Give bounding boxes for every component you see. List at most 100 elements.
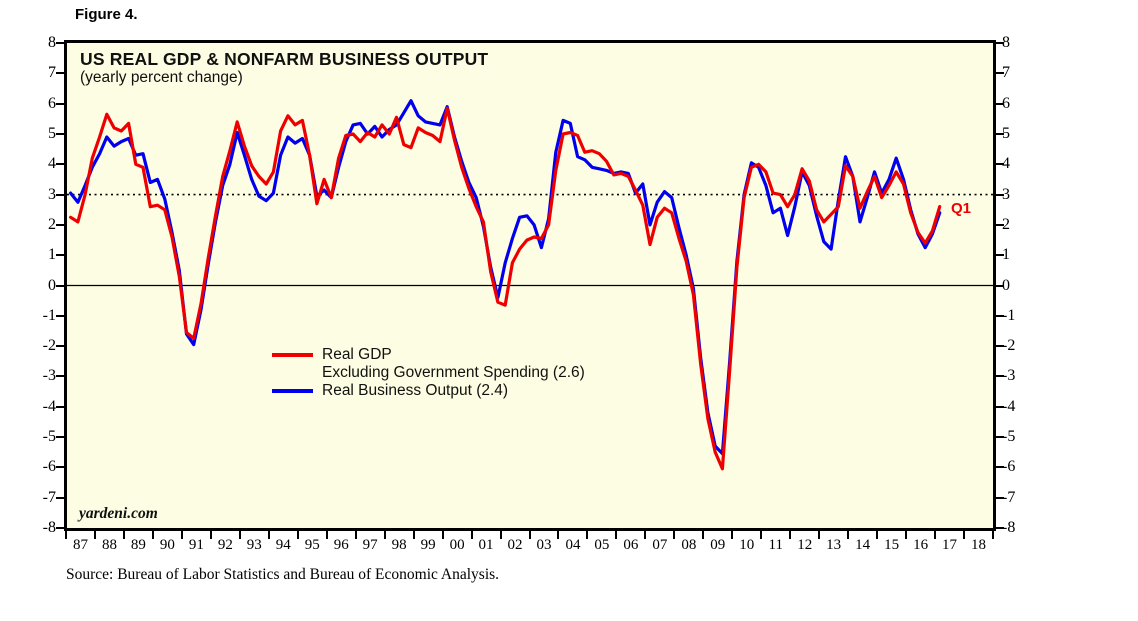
x-tick-label: 04 — [565, 537, 581, 553]
x-tick-label: 93 — [246, 537, 262, 553]
y-tick-label-right: 4 — [1002, 155, 1010, 173]
x-tick — [65, 531, 67, 539]
x-tick-label: 96 — [333, 537, 349, 553]
y-tick-right — [996, 375, 1004, 378]
x-tick — [209, 531, 212, 539]
y-tick-label-left: 3 — [48, 185, 56, 203]
y-tick-label-left: 2 — [48, 215, 56, 233]
x-tick — [673, 531, 676, 539]
y-tick-right — [996, 466, 1004, 469]
x-tick — [151, 531, 154, 539]
y-tick-left — [56, 496, 64, 499]
y-tick-left — [56, 193, 64, 196]
x-tick-label: 08 — [681, 537, 697, 553]
x-tick-label: 11 — [768, 537, 783, 553]
x-tick-label: 94 — [275, 537, 291, 553]
y-tick-label-left: 8 — [48, 34, 56, 52]
y-tick-left — [56, 223, 64, 226]
x-tick-label: 16 — [913, 537, 929, 553]
x-tick-label: 98 — [391, 537, 407, 553]
watermark: yardeni.com — [79, 505, 158, 522]
x-tick — [818, 531, 821, 539]
x-tick — [354, 531, 357, 539]
x-tick-label: 13 — [826, 537, 842, 553]
y-tick-label-right: 0 — [1002, 276, 1010, 294]
y-tick-left — [56, 42, 64, 45]
y-tick-label-right: -2 — [1002, 337, 1016, 355]
y-tick-right — [996, 102, 1004, 105]
y-tick-label-left: -7 — [42, 488, 56, 506]
y-tick-label-left: 6 — [48, 94, 56, 112]
y-tick-label-right: 7 — [1002, 64, 1010, 82]
x-tick-label: 12 — [797, 537, 813, 553]
x-tick-label: 10 — [739, 537, 755, 553]
y-tick-label-left: 0 — [48, 276, 56, 294]
y-tick-label-right: -8 — [1002, 518, 1016, 536]
y-tick-label-left: -2 — [42, 337, 56, 355]
y-tick-label-right: -3 — [1002, 367, 1016, 385]
x-tick — [992, 531, 994, 539]
x-tick — [905, 531, 908, 539]
y-tick-label-left: -8 — [42, 518, 56, 536]
x-tick-label: 01 — [478, 537, 494, 553]
x-tick — [557, 531, 560, 539]
legend-label-excluding-gov: Excluding Government Spending (2.6) — [322, 364, 585, 381]
x-tick — [499, 531, 502, 539]
x-tick — [470, 531, 473, 539]
x-tick-label: 99 — [420, 537, 436, 553]
y-tick-label-right: -5 — [1002, 428, 1016, 445]
y-tick-left — [56, 254, 64, 257]
x-tick-label: 18 — [971, 537, 987, 553]
source-note: Source: Bureau of Labor Statistics and B… — [66, 566, 500, 583]
y-tick-label-left: -4 — [42, 397, 56, 415]
y-tick-label-left: -3 — [42, 367, 56, 385]
y-tick-left — [56, 284, 64, 287]
y-tick-left — [56, 466, 64, 469]
y-tick-right — [996, 345, 1004, 348]
y-tick-right — [996, 405, 1004, 408]
plot-lines — [67, 99, 993, 471]
y-tick-label-right: 6 — [1002, 94, 1010, 112]
y-tick-right — [996, 223, 1004, 226]
x-tick — [180, 531, 183, 539]
y-tick-label-right: 2 — [1002, 215, 1010, 233]
y-tick-left — [56, 314, 64, 317]
x-tick-label: 89 — [130, 537, 146, 553]
x-tick — [731, 531, 734, 539]
y-tick-label-right: 1 — [1002, 246, 1010, 264]
x-tick-label: 15 — [884, 537, 900, 553]
y-tick-left — [56, 163, 64, 166]
figure-label: Figure 4. — [75, 6, 138, 23]
chart-title: US REAL GDP & NONFARM BUSINESS OUTPUT — [80, 49, 489, 69]
y-tick-left — [56, 375, 64, 378]
x-tick — [847, 531, 850, 539]
x-tick-label: 87 — [72, 537, 88, 553]
legend-red-line-swatch — [272, 353, 313, 357]
x-tick — [383, 531, 386, 539]
y-tick-right — [996, 436, 1004, 438]
x-tick-label: 14 — [855, 537, 871, 553]
y-tick-right — [996, 314, 1004, 317]
y-tick-label-left: 5 — [48, 125, 56, 142]
y-tick-right — [996, 163, 1004, 166]
y-tick-right — [996, 42, 1004, 45]
x-tick — [586, 531, 589, 539]
y-tick-label-right: -7 — [1002, 488, 1016, 506]
y-tick-label-left: 1 — [48, 246, 56, 264]
x-tick-label: 07 — [652, 537, 668, 553]
y-tick-right — [996, 526, 1004, 529]
y-tick-label-right: 3 — [1002, 185, 1010, 203]
y-tick-right — [996, 496, 1004, 499]
x-tick-label: 97 — [362, 537, 378, 553]
y-tick-label-left: -1 — [42, 306, 56, 324]
y-tick-left — [56, 405, 64, 408]
real-business-output-line — [68, 99, 942, 456]
y-tick-label-left: 4 — [48, 155, 56, 173]
y-tick-right — [996, 284, 1004, 287]
x-tick — [238, 531, 241, 539]
x-tick — [963, 531, 966, 539]
chart-subtitle: (yearly percent change) — [80, 69, 243, 86]
y-tick-label-left: -5 — [42, 428, 56, 445]
x-tick-label: 00 — [449, 537, 465, 553]
